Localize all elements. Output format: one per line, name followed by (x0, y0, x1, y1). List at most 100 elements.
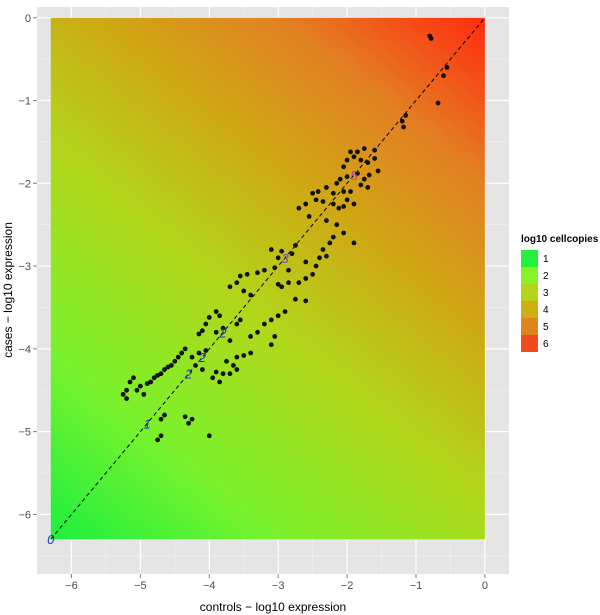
data-point (141, 391, 147, 397)
data-point (220, 371, 226, 377)
data-point (193, 363, 198, 368)
annotation-label: 0 (47, 532, 55, 547)
data-point (366, 172, 372, 178)
data-point (275, 255, 281, 261)
data-point (196, 350, 202, 356)
data-point (330, 234, 336, 240)
annotation-label: 2 (184, 367, 193, 382)
data-point (175, 354, 181, 360)
data-point (324, 185, 329, 190)
data-point (165, 364, 171, 370)
data-point (330, 190, 336, 196)
data-point (124, 387, 129, 393)
diagonal-reference-line (50, 17, 486, 540)
y-tick-label: −2 (18, 178, 31, 190)
data-point (401, 124, 406, 130)
data-point (144, 381, 150, 387)
data-point (199, 328, 205, 334)
data-point (234, 354, 240, 360)
data-point (310, 190, 316, 196)
x-axis-title: controls − log10 expression (200, 600, 346, 614)
data-point (227, 338, 233, 343)
data-point (334, 222, 340, 228)
data-point (348, 189, 353, 194)
data-point (272, 334, 278, 339)
x-tick-label: −5 (134, 580, 147, 592)
data-point (327, 240, 333, 246)
data-point (230, 363, 236, 368)
data-point (217, 379, 222, 385)
data-point (120, 391, 126, 397)
legend-swatch (521, 318, 538, 335)
data-point (320, 247, 326, 252)
y-axis-ticks: −6 −5 −4 −3 −2 −1 0 (18, 13, 37, 521)
data-point (444, 65, 450, 70)
legend-swatch (521, 267, 538, 284)
data-point (428, 36, 434, 41)
x-axis-ticks: −6 −5 −4 −3 −2 −1 0 (65, 574, 488, 592)
legend-label: 6 (543, 339, 549, 350)
legend-label: 4 (543, 305, 549, 316)
legend-swatch (521, 335, 538, 352)
annotation-label: 2 (218, 325, 227, 340)
data-point (248, 292, 254, 298)
x-tick-label: −6 (65, 580, 78, 592)
data-point (282, 309, 288, 315)
data-point (351, 201, 357, 207)
data-point (137, 383, 143, 389)
data-point (279, 248, 285, 254)
data-point (186, 420, 191, 426)
data-point (341, 230, 347, 236)
data-point (399, 118, 405, 124)
data-point (241, 353, 247, 358)
data-point (182, 414, 188, 420)
data-point (255, 270, 260, 276)
data-point (268, 247, 274, 252)
data-point (224, 358, 229, 364)
data-point (255, 329, 260, 335)
legend-items: 1 2 3 4 5 6 (521, 250, 549, 352)
data-point (344, 157, 350, 163)
annotation-label: 3 (281, 251, 289, 266)
data-point (341, 164, 347, 170)
data-point (403, 113, 409, 118)
data-point (206, 315, 212, 320)
data-point (213, 369, 219, 375)
data-point (317, 255, 322, 261)
y-tick-label: −6 (18, 509, 31, 521)
x-tick-label: 0 (482, 580, 488, 592)
annotation-label: 2 (198, 350, 207, 365)
data-point (441, 73, 446, 79)
data-point (315, 189, 321, 194)
data-point (206, 433, 212, 439)
data-point (131, 375, 136, 381)
x-tick-label: −4 (203, 580, 216, 592)
data-point (234, 321, 240, 327)
legend-swatch (521, 250, 538, 267)
data-point (358, 157, 364, 163)
data-point (182, 346, 188, 352)
data-point (372, 156, 378, 161)
data-point (151, 375, 157, 381)
legend: log10 cellcopies 1 2 3 4 5 6 (521, 234, 599, 352)
data-point (172, 358, 178, 364)
data-point (275, 313, 281, 319)
data-point (310, 271, 316, 277)
legend-swatch (521, 301, 538, 318)
data-point (155, 372, 160, 378)
data-point (268, 342, 274, 348)
y-tick-label: 0 (25, 13, 31, 25)
x-tick-label: −3 (272, 580, 285, 592)
data-point (155, 437, 160, 443)
data-point (234, 367, 240, 372)
data-point (358, 182, 364, 188)
data-point (324, 253, 329, 259)
data-point (334, 180, 340, 186)
data-point (303, 259, 309, 265)
data-point (303, 276, 309, 281)
data-point (351, 240, 357, 246)
data-point (355, 149, 360, 155)
y-tick-label: −1 (18, 96, 31, 108)
